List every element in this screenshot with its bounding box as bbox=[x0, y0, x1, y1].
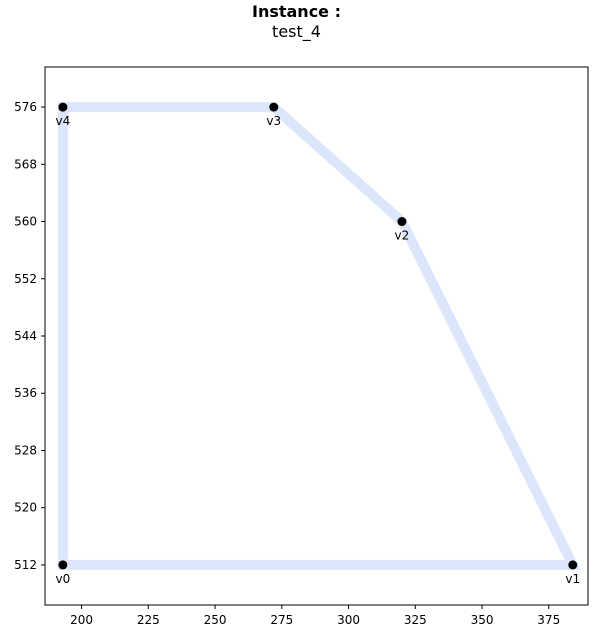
data-point-v1 bbox=[568, 560, 578, 570]
x-axis: 200 225 250 275 300 325 350 375 bbox=[70, 605, 560, 627]
polygon-outline bbox=[57, 102, 581, 570]
point-label-v0: v0 bbox=[56, 572, 71, 586]
y-tick-label: 568 bbox=[14, 157, 37, 171]
points-layer bbox=[58, 102, 578, 570]
polygon-layer bbox=[57, 102, 581, 570]
point-label-v3: v3 bbox=[266, 114, 281, 128]
point-label-v2: v2 bbox=[395, 229, 410, 243]
point-labels-layer: v0 v1 v2 v3 v4 bbox=[56, 114, 581, 586]
x-tick-label: 250 bbox=[204, 613, 227, 627]
y-tick-label: 544 bbox=[14, 329, 37, 343]
y-tick-label: 528 bbox=[14, 443, 37, 457]
x-tick-label: 225 bbox=[137, 613, 160, 627]
point-label-v1: v1 bbox=[565, 572, 580, 586]
x-tick-label: 200 bbox=[70, 613, 93, 627]
y-tick-label: 536 bbox=[14, 386, 37, 400]
point-label-v4: v4 bbox=[56, 114, 71, 128]
y-axis: 512 520 528 536 544 552 560 568 576 bbox=[14, 100, 45, 572]
x-tick-label: 375 bbox=[537, 613, 560, 627]
data-point-v0 bbox=[58, 560, 68, 570]
y-tick-label: 512 bbox=[14, 558, 37, 572]
y-tick-label: 576 bbox=[14, 100, 37, 114]
chart-title: Instance : bbox=[251, 2, 341, 21]
x-tick-label: 350 bbox=[471, 613, 494, 627]
chart-subtitle: test_4 bbox=[272, 22, 321, 41]
data-point-v3 bbox=[269, 102, 279, 112]
y-tick-label: 552 bbox=[14, 272, 37, 286]
data-point-v4 bbox=[58, 102, 68, 112]
y-tick-label: 560 bbox=[14, 215, 37, 229]
data-point-v2 bbox=[397, 217, 407, 227]
x-tick-label: 325 bbox=[404, 613, 427, 627]
x-tick-label: 275 bbox=[270, 613, 293, 627]
y-tick-label: 520 bbox=[14, 501, 37, 515]
x-tick-label: 300 bbox=[337, 613, 360, 627]
